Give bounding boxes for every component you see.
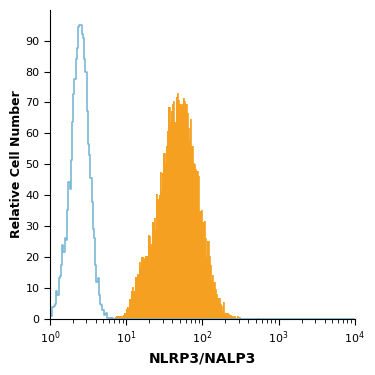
Y-axis label: Relative Cell Number: Relative Cell Number (10, 90, 23, 238)
X-axis label: NLRP3/NALP3: NLRP3/NALP3 (149, 351, 256, 365)
